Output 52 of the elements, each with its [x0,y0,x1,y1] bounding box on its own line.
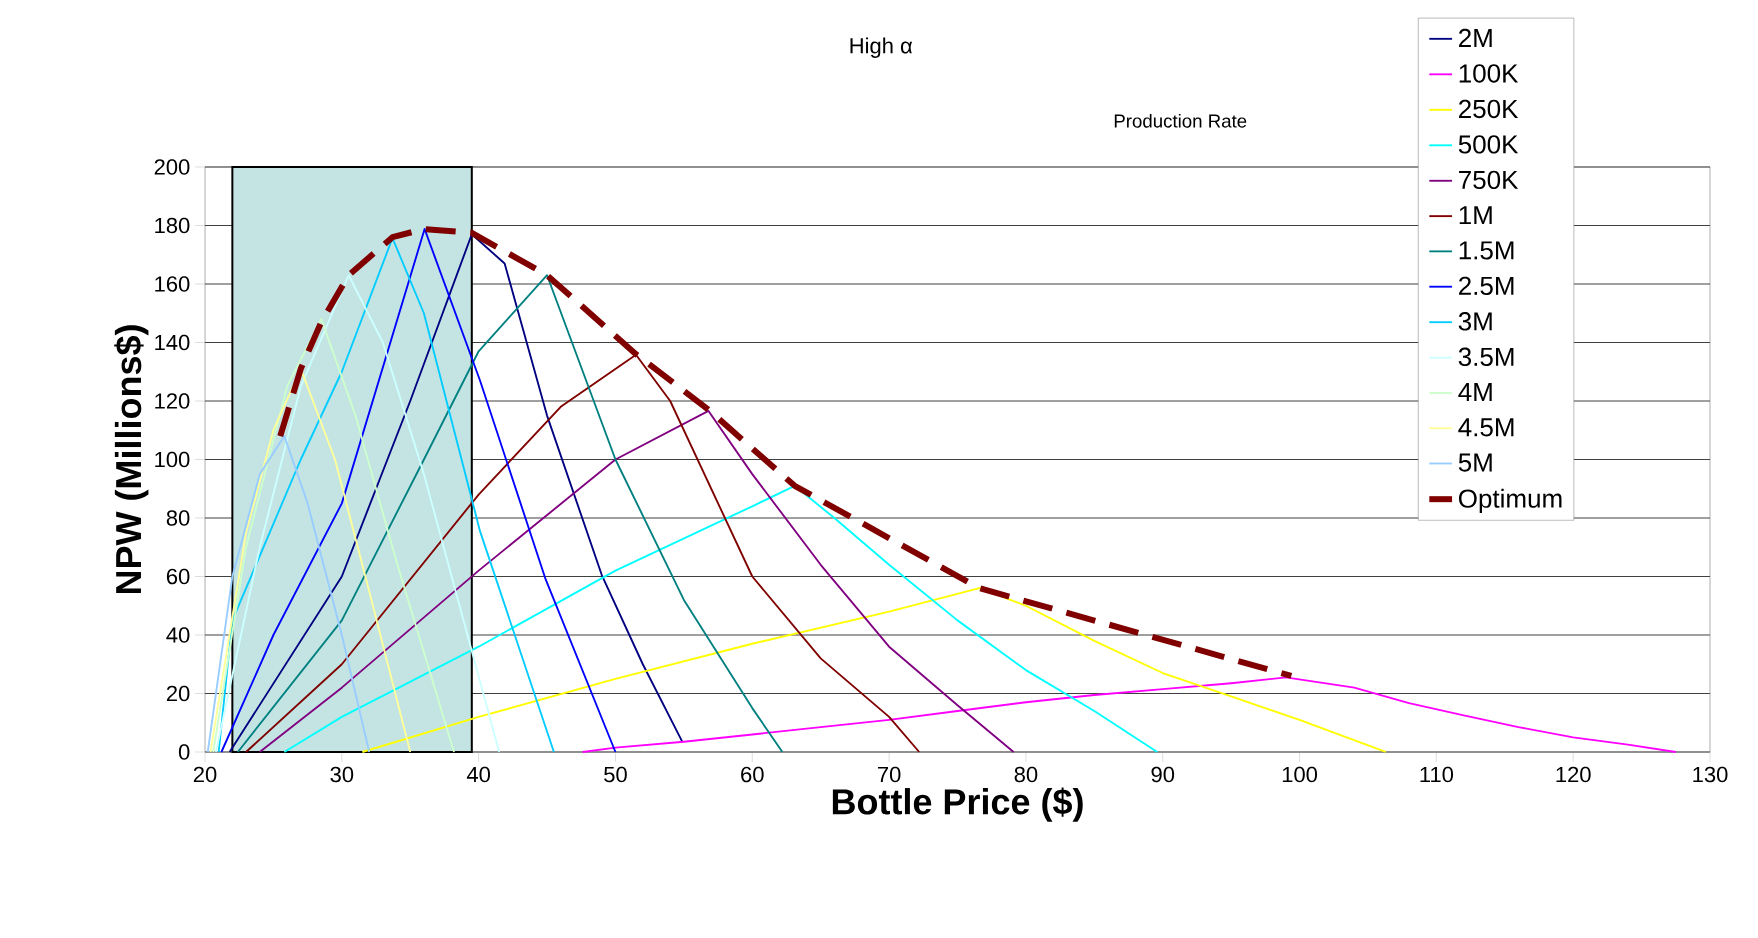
x-tick-label: 20 [193,766,217,783]
x-axis-title: Bottle Price ($) [832,787,1083,822]
legend-label: 4M [1458,383,1492,401]
x-tick-label: 70 [877,766,901,783]
line-series [236,274,784,753]
legend-label: 2M [1459,28,1492,47]
line-series [258,410,1015,753]
x-tick-label: 50 [604,766,627,783]
legend-label: 4.5M [1458,418,1514,437]
line-series [217,237,555,753]
line-series [206,435,371,753]
line-series [215,274,501,753]
y-tick-label: 160 [155,276,190,292]
legend-label: Optimum [1458,488,1562,513]
y-tick-label: 40 [166,627,190,643]
chart-title: High α [850,37,913,58]
y-axis-title: NPW (Millions$) [114,325,149,594]
x-tick-label: 130 [1693,766,1728,783]
x-tick-label: 40 [466,766,491,783]
legend-label: 1.5M [1459,241,1514,260]
y-tick-label: 80 [166,510,190,526]
legend-title: Production Rate [1114,113,1247,128]
x-tick-label: 90 [1151,766,1175,783]
legend-label: 2.5M [1459,276,1514,296]
y-tick-label: 140 [155,334,190,351]
legend-label: 3.5M [1458,347,1514,367]
y-tick-label: 20 [166,685,190,702]
legend-label: 5M [1458,453,1492,472]
line-series [220,228,617,753]
legend-label: 100K [1459,64,1519,83]
legend-label: 250K [1459,99,1519,119]
x-tick-label: 120 [1556,766,1591,783]
x-tick-label: 110 [1420,766,1454,783]
line-series [283,484,1159,753]
y-tick-label: 100 [155,451,190,468]
x-tick-label: 80 [1014,766,1038,783]
y-tick-label: 120 [155,393,190,409]
line-series [212,318,455,753]
y-tick-label: 0 [178,744,190,760]
line-series [581,676,1677,753]
legend-label: 750K [1459,170,1519,190]
legend-label: 1M [1459,206,1492,225]
x-tick-label: 60 [741,766,764,783]
line-series [228,233,684,753]
y-tick-label: 200 [154,159,190,175]
x-tick-label: 30 [330,766,354,783]
line-series [361,587,1387,753]
x-tick-label: 100 [1282,766,1318,783]
legend-label: 500K [1458,135,1519,154]
y-tick-label: 60 [166,568,190,585]
legend-label: 3M [1458,312,1492,331]
y-tick-label: 180 [155,217,190,234]
